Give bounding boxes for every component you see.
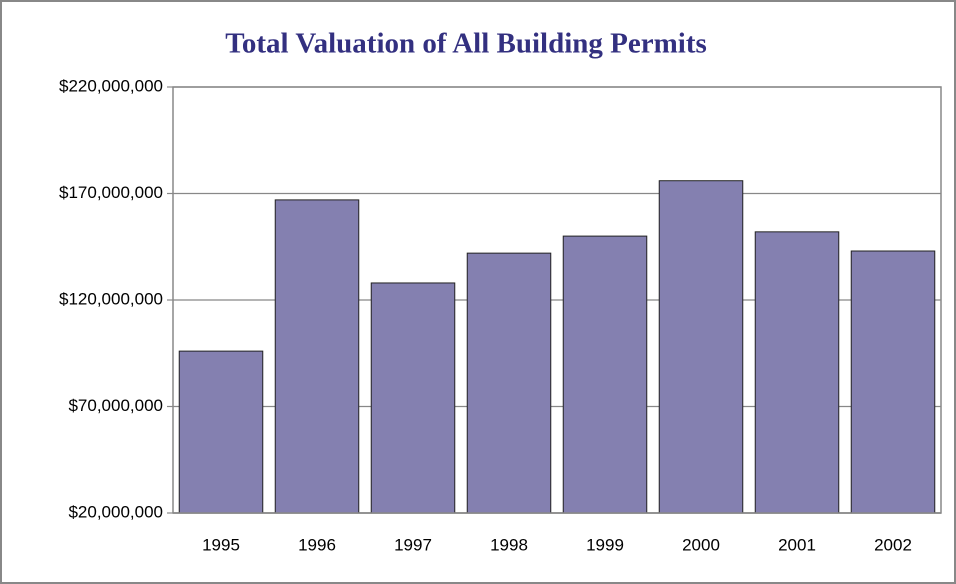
y-tick-label: $170,000,000 [59,183,163,202]
bar [850,250,936,514]
x-tick-label: 1996 [298,535,336,554]
bar [178,350,264,514]
x-tick-label: 2000 [682,535,720,554]
y-tick-label: $120,000,000 [59,289,163,308]
x-tick-label: 1997 [394,535,432,554]
x-tick-label: 2001 [778,535,816,554]
bar [370,282,456,514]
x-tick-label: 1998 [490,535,528,554]
bar [274,199,360,514]
y-tick-label: $220,000,000 [59,76,163,95]
bar [466,252,552,514]
chart-title: Total Valuation of All Building Permits [225,28,707,60]
y-tick-label: $70,000,000 [68,396,163,415]
bar [658,180,744,514]
bar [754,231,840,514]
x-tick-label: 1995 [202,535,240,554]
bar [562,235,648,514]
x-tick-label: 2002 [874,535,912,554]
y-tick-label: $20,000,000 [68,502,163,521]
x-tick-label: 1999 [586,535,624,554]
